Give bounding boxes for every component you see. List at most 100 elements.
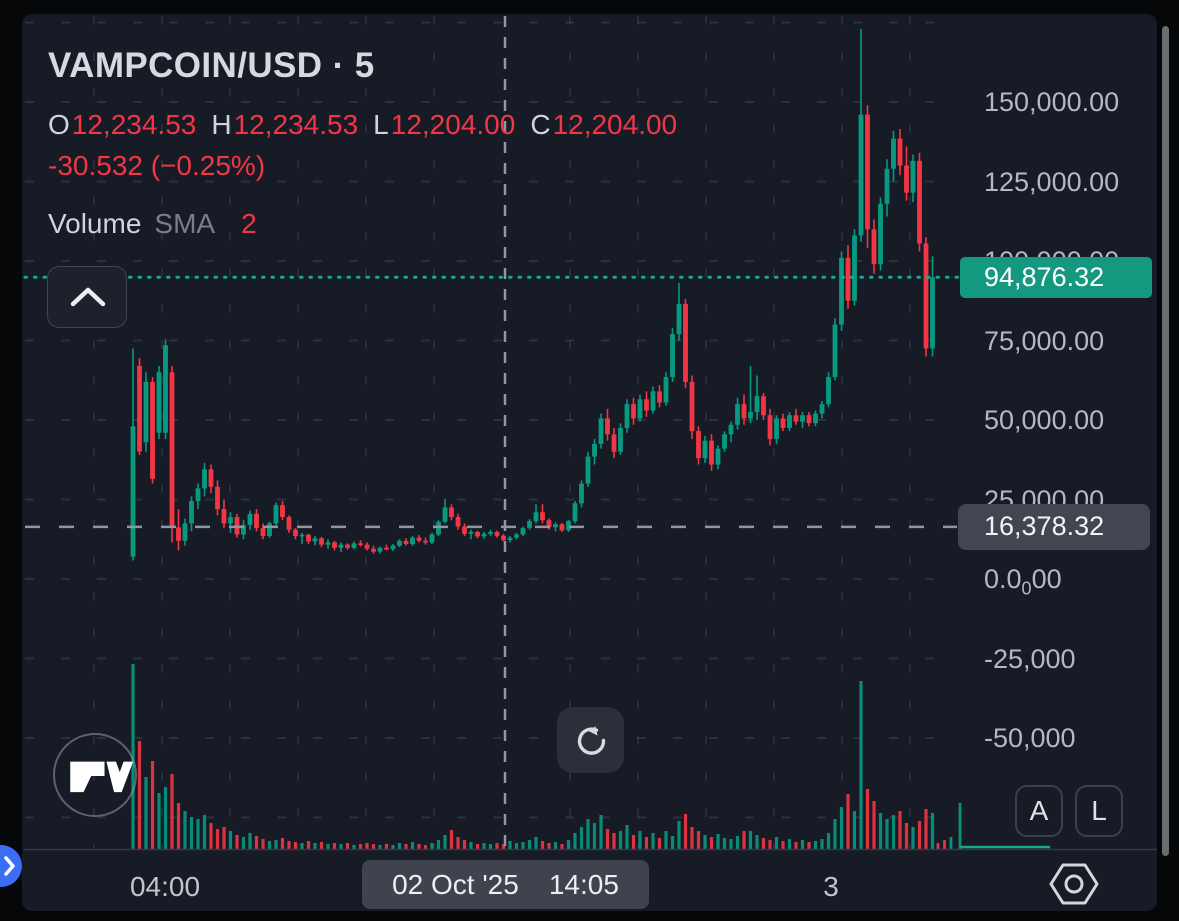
volume-bar: [241, 837, 246, 849]
symbol-title[interactable]: VAMPCOIN/USD · 5: [48, 46, 375, 85]
candle: [852, 229, 857, 306]
volume-bar: [592, 823, 597, 849]
candle: [228, 512, 233, 533]
candle: [709, 434, 714, 471]
expand-drawer-button[interactable]: [0, 845, 22, 887]
candle: [897, 129, 903, 176]
volume-bar: [404, 844, 408, 849]
candle: [722, 431, 727, 452]
volume-bar: [878, 813, 883, 849]
volume-bar: [332, 843, 337, 849]
candle: [793, 408, 799, 425]
volume-bar: [872, 801, 876, 849]
price-axis-label: -25,000: [984, 643, 1076, 674]
volume-bar: [254, 836, 259, 849]
volume-bar: [488, 844, 493, 849]
volume-bar: [482, 843, 486, 849]
collapse-legend-button[interactable]: [47, 266, 127, 328]
reset-chart-button[interactable]: [557, 707, 624, 773]
volume-bar: [898, 811, 902, 849]
candle: [735, 397, 740, 430]
high-label: H: [211, 109, 232, 140]
volume-bar: [144, 777, 148, 849]
candle: [891, 130, 896, 182]
candle: [494, 530, 500, 538]
indicator-name: Volume: [48, 208, 142, 239]
ohlc-row: O12,234.53 H12,234.53 L12,204.00 C12,204.00: [48, 109, 692, 141]
price-axis-label: 150,000.00: [984, 87, 1120, 117]
candle: [306, 533, 311, 545]
candle: [839, 251, 844, 331]
tradingview-icon: [70, 761, 134, 793]
candle: [247, 510, 253, 530]
volume-bar: [885, 819, 889, 849]
candle: [364, 542, 370, 551]
candle: [637, 394, 643, 422]
candle: [319, 537, 324, 548]
volume-bar: [280, 838, 285, 849]
volume-bar: [807, 842, 811, 849]
volume-bar: [722, 838, 727, 849]
log-scale-button[interactable]: L: [1075, 785, 1123, 837]
scrollbar[interactable]: [1162, 26, 1169, 856]
volume-bar: [248, 833, 252, 849]
volume-bar: [586, 819, 590, 849]
current-price-tag: 94,876.32: [960, 256, 1152, 298]
volume-indicator-row[interactable]: Volume SMA 2: [48, 208, 257, 240]
price-axis-label: -50,000: [984, 723, 1076, 753]
candle: [930, 256, 935, 357]
volume-bar: [865, 789, 870, 849]
tradingview-logo[interactable]: [53, 733, 137, 817]
candle: [351, 541, 357, 550]
candle: [501, 533, 506, 542]
price-change: -30.532 (−0.25%): [48, 150, 266, 181]
candle: [800, 412, 805, 428]
volume-bar: [709, 837, 714, 849]
volume-bar: [397, 843, 402, 849]
volume-bar: [534, 837, 538, 849]
volume-bar: [924, 809, 928, 849]
volume-bar: [891, 815, 896, 849]
candle: [189, 496, 194, 532]
volume-bar: [696, 831, 701, 849]
candle: [299, 532, 305, 545]
volume-bar: [170, 774, 174, 849]
volume-bar: [729, 839, 733, 849]
candle: [611, 427, 617, 459]
auto-scale-button[interactable]: A: [1015, 785, 1063, 837]
time-axis-settings-button[interactable]: [1042, 858, 1104, 910]
volume-bar: [222, 827, 226, 849]
volume-bar: [774, 837, 779, 849]
volume-bar: [547, 843, 551, 849]
candle: [761, 392, 766, 420]
volume-bar: [742, 831, 746, 849]
volume-bar: [566, 840, 571, 849]
candle: [533, 504, 539, 524]
volume-bar: [228, 831, 233, 849]
volume-bar: [677, 821, 681, 849]
price-axis-label: 50,000.00: [984, 405, 1105, 435]
volume-bar: [644, 837, 649, 849]
volume-bar: [657, 838, 662, 849]
volume-bar: [196, 819, 200, 849]
low-label: L: [373, 109, 389, 140]
candle: [904, 146, 909, 201]
chevron-up-icon: [70, 287, 106, 307]
volume-bar: [436, 840, 441, 849]
chevron-right-icon: [4, 856, 15, 876]
volume-bar: [553, 842, 558, 849]
volume-bar: [911, 827, 915, 849]
volume-bar: [787, 839, 792, 849]
candle: [488, 529, 493, 537]
volume-bar: [625, 825, 629, 849]
candle: [631, 397, 636, 425]
volume-bar: [703, 835, 707, 849]
volume-bar: [527, 840, 532, 849]
candle: [462, 523, 467, 537]
volume-bar: [761, 838, 766, 849]
candle: [423, 537, 428, 545]
candle: [468, 529, 474, 540]
candle: [312, 536, 318, 546]
candle: [624, 399, 630, 433]
